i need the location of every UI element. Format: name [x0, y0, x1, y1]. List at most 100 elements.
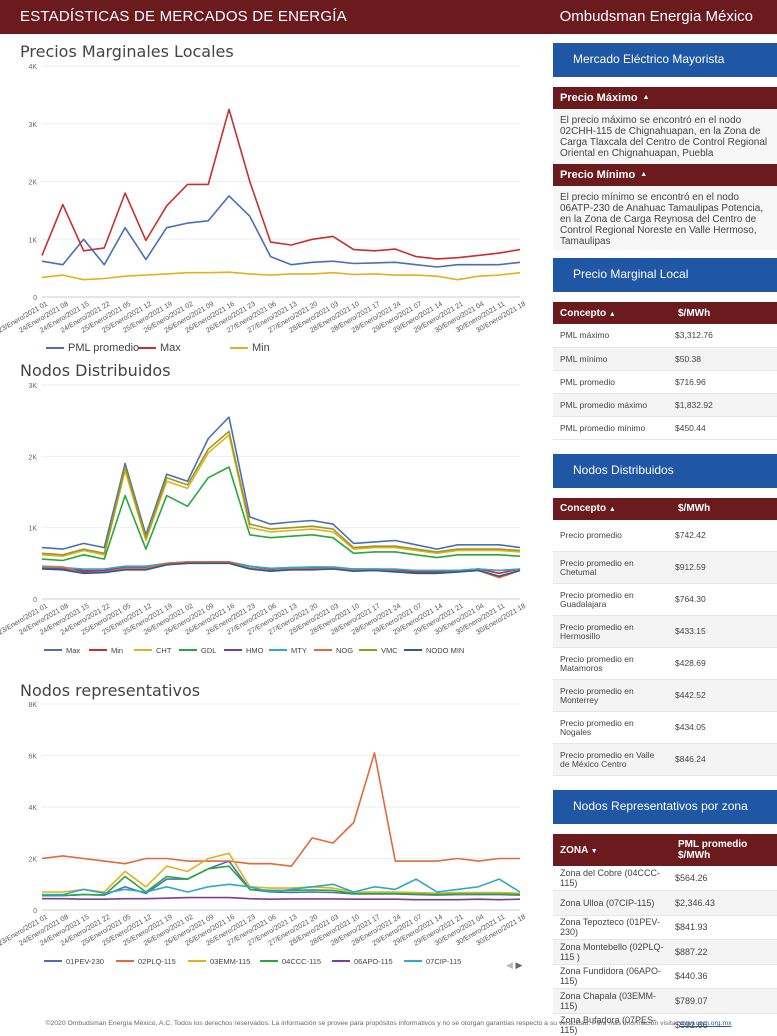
row-label: Precio promedio en Hermosillo — [553, 615, 671, 648]
pager-prev-icon[interactable]: ◀ — [506, 960, 513, 970]
chart-title-representativos: Nodos representativos — [20, 681, 201, 700]
row-label: Zona Chapala (03EMM-115) — [553, 988, 671, 1014]
row-label: PML mínimo — [553, 347, 671, 371]
row-label: Precio promedio en Monterrey — [553, 679, 671, 712]
legend-label: Max — [66, 646, 80, 655]
row-value: $887.22 — [671, 939, 777, 965]
table-row: PML mínimo $50.38 — [553, 347, 777, 371]
legend-label: VMC — [381, 646, 398, 655]
zonas-header: Nodos Representativos por zona — [553, 790, 777, 824]
zonas-scroll[interactable]: ZONA ▼ PML promedio $/MWh Zona del Cobre… — [553, 834, 777, 1036]
legend-label: 01PEV-230 — [66, 957, 104, 966]
top-bar: ESTADÍSTICAS DE MERCADOS DE ENERGÍA Ombu… — [0, 0, 777, 34]
y-tick-label: 3K — [28, 122, 37, 129]
pml-col-concepto[interactable]: Concepto ▲ — [553, 302, 671, 324]
table-row: Precio promedio en Chetumal $912.59 — [553, 551, 777, 584]
pml-table: Concepto ▲ $/MWh PML máximo $3,312.76 PML … — [553, 302, 777, 440]
row-label: PML promedio — [553, 370, 671, 394]
series-line-cht — [41, 434, 521, 557]
y-tick-label: 3K — [28, 383, 37, 390]
sort-up-icon: ▲ — [608, 506, 616, 513]
caret-up-icon: ▲ — [640, 171, 648, 178]
page-title: ESTADÍSTICAS DE MERCADOS DE ENERGÍA — [20, 8, 347, 25]
legend-label: CHT — [156, 646, 172, 655]
row-label: Zona Montebello (02PLQ-115 ) — [553, 939, 671, 965]
precio-maximo-header[interactable]: Precio Máximo ▲ — [553, 87, 777, 109]
row-label: Precio promedio en Guadalajara — [553, 583, 671, 616]
row-value: $428.69 — [671, 647, 777, 680]
legend-label: 03EMM-115 — [210, 957, 250, 966]
row-label: Zona Bufadora (07PES-115) — [553, 1013, 671, 1036]
pml-col-value: $/MWh — [671, 302, 777, 324]
row-value: $592.66 — [671, 1013, 777, 1036]
table-row: PML máximo $3,312.76 — [553, 324, 777, 348]
y-tick-label: 2K — [28, 454, 37, 461]
precio-maximo-title: Precio Máximo — [560, 92, 638, 104]
table-row: PML promedio mínimo $450.44 — [553, 416, 777, 440]
row-value: $434.05 — [671, 711, 777, 744]
row-value: $433.15 — [671, 615, 777, 648]
legend-label: Min — [111, 646, 123, 655]
series-line-02plq-115 — [41, 752, 520, 867]
table-row: Zona Bufadora (07PES-115) $592.66 — [553, 1013, 777, 1036]
legend-pager[interactable]: ◀ ▶ — [506, 960, 522, 971]
legend-label: 02PLQ-115 — [138, 957, 176, 966]
row-label: Zona Ulloa (07CIP-115) — [553, 890, 671, 916]
series-line-max — [41, 108, 521, 260]
table-row: Zona del Cobre (04CCC-115) $564.26 — [553, 866, 777, 891]
precio-maximo-text: El precio máximo se encontró en el nodo … — [553, 109, 777, 164]
footer-text: ©2020 Ombudsman Energía México, A.C. Tod… — [45, 1020, 680, 1027]
y-tick-label: 1K — [28, 526, 37, 533]
row-label: Precio promedio en Matamoros — [553, 647, 671, 680]
row-value: $50.38 — [671, 347, 777, 371]
table-row: Precio promedio en Guadalajara $764.30 — [553, 583, 777, 616]
table-row: Zona Montebello (02PLQ-115 ) $887.22 — [553, 939, 777, 965]
row-label: Zona Fundidora (06APO-115) — [553, 964, 671, 989]
row-label: Zona Tepozteco (01PEV-230) — [553, 915, 671, 940]
series-line-mty — [41, 561, 521, 572]
row-label: Precio promedio — [553, 519, 671, 552]
footer-link[interactable]: www.oem.org.mx — [679, 1020, 732, 1027]
row-value: $742.42 — [671, 519, 777, 552]
row-label: Precio promedio en Chetumal — [553, 551, 671, 584]
zonas-table: ZONA ▼ PML promedio $/MWh Zona del Cobre… — [553, 834, 777, 1036]
row-value: $716.96 — [671, 370, 777, 394]
nodos-header: Nodos Distribuidos — [553, 453, 777, 488]
caret-up-icon: ▲ — [642, 94, 650, 101]
row-value: $2,346.43 — [671, 890, 777, 916]
zonas-col-value: PML promedio $/MWh — [671, 834, 777, 866]
series-line-03emm-115 — [42, 852, 521, 895]
row-value: $841.93 — [671, 915, 777, 940]
row-label: PML promedio máximo — [553, 393, 671, 417]
pager-next-icon[interactable]: ▶ — [515, 960, 523, 970]
chart-title-nodos: Nodos Distribuidos — [20, 361, 171, 380]
legend-label: 07CIP-115 — [426, 957, 461, 966]
nodos-col-concepto[interactable]: Concepto ▲ — [553, 497, 671, 520]
y-tick-label: 0 — [33, 597, 37, 604]
row-value: $1,832.92 — [671, 393, 777, 417]
row-value: $764.30 — [671, 583, 777, 616]
row-value: $564.26 — [671, 866, 777, 891]
row-value: $846.24 — [671, 743, 777, 776]
series-line-nodo-min — [41, 562, 521, 577]
row-value: $912.59 — [671, 551, 777, 584]
row-value: $442.52 — [671, 679, 777, 712]
table-row: PML promedio $716.96 — [553, 370, 777, 394]
zonas-col-zona[interactable]: ZONA ▼ — [553, 834, 671, 866]
table-row: Precio promedio en Matamoros $428.69 — [553, 647, 777, 680]
legend-label: NODO MIN — [426, 646, 464, 655]
precio-minimo-header[interactable]: Precio Mínimo ▲ — [553, 164, 777, 186]
legend-label: Max — [160, 342, 181, 354]
table-row: Precio promedio en Hermosillo $433.15 — [553, 615, 777, 648]
table-row: Zona Chapala (03EMM-115) $789.07 — [553, 988, 777, 1014]
legend-label: PML promedio — [68, 342, 139, 354]
table-row: Precio promedio $742.42 — [553, 519, 777, 552]
series-line-06apo-115 — [42, 896, 521, 901]
row-value: $789.07 — [671, 988, 777, 1014]
legend-label: HMO — [246, 646, 264, 655]
table-row: Zona Tepozteco (01PEV-230) $841.93 — [553, 915, 777, 940]
legend-label: MTY — [291, 646, 307, 655]
